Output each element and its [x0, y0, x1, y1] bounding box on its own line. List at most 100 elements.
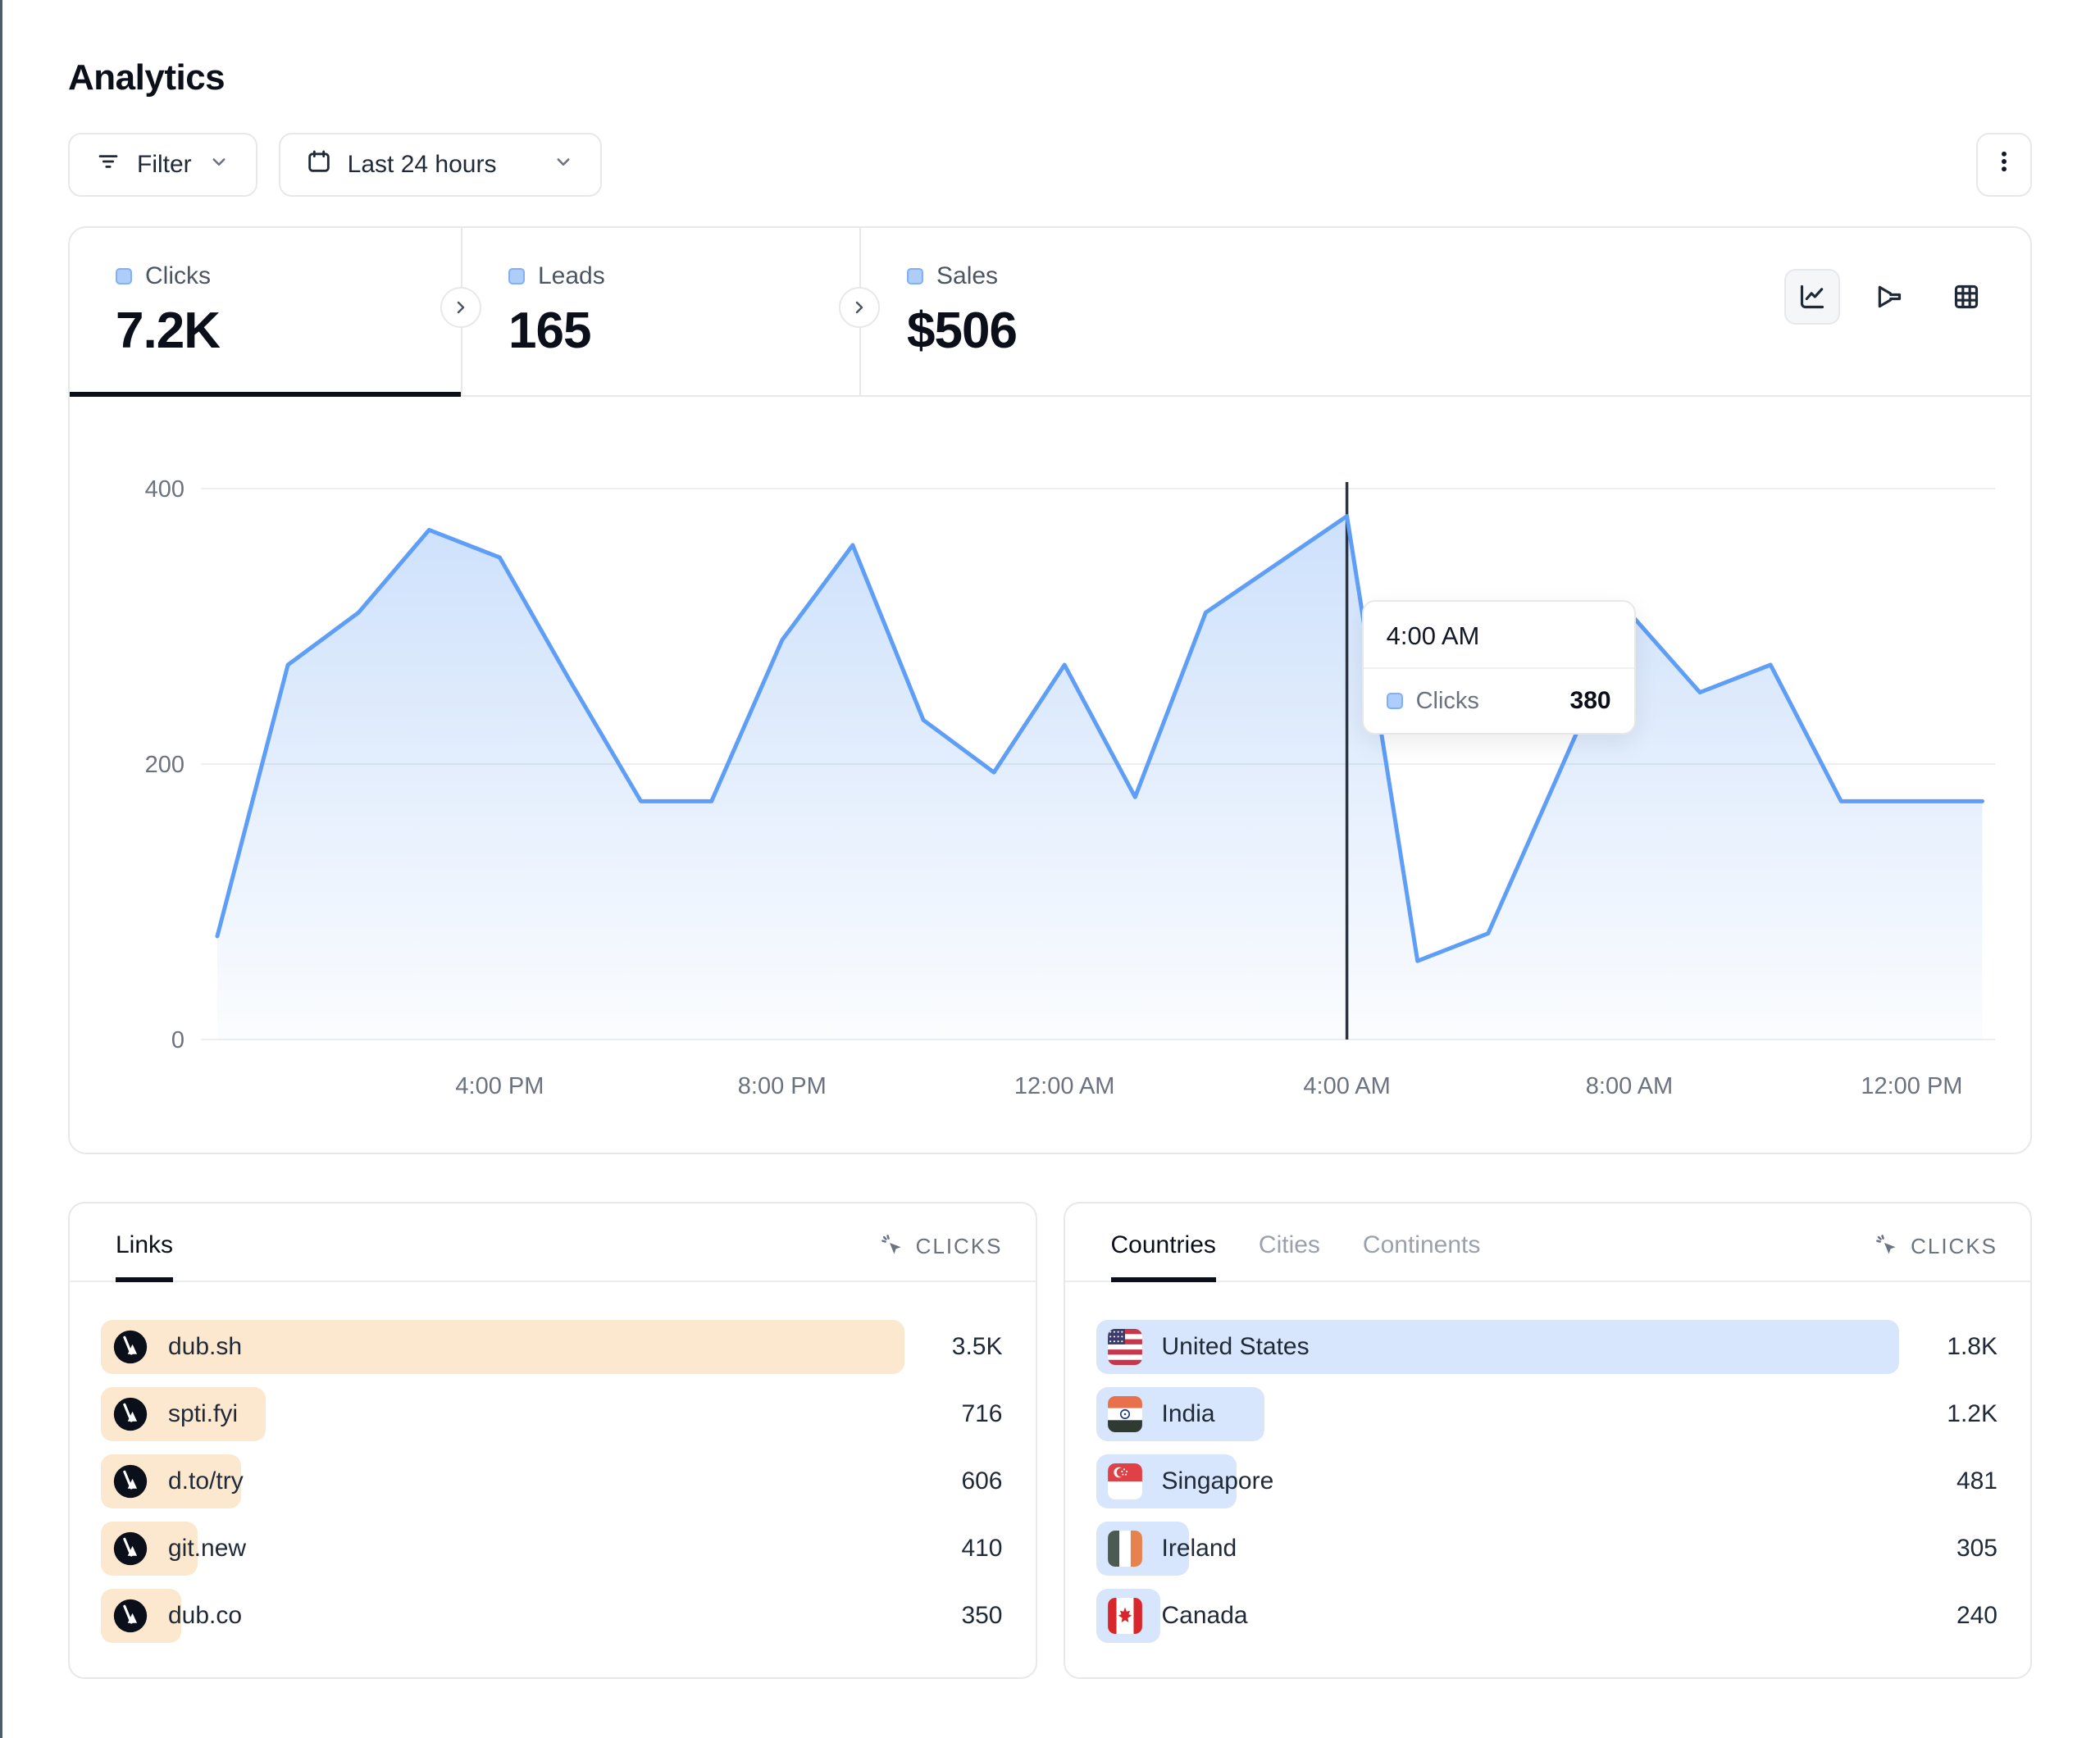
table-view-button[interactable] [1938, 269, 1994, 325]
country-clicks-value: 1.8K [1947, 1333, 1998, 1360]
leads-legend-swatch [508, 268, 525, 284]
tab-countries-countries[interactable]: Countries [1110, 1231, 1217, 1282]
line-chart-view-button[interactable] [1784, 269, 1840, 325]
window-edge [0, 0, 2, 1738]
links-tabs: Links [116, 1231, 174, 1282]
link-row[interactable]: d.to/try 606 [101, 1454, 1003, 1508]
flag-us-icon [1107, 1329, 1142, 1365]
tab-leads[interactable]: Leads 165 [462, 228, 880, 395]
x-axis-tick-label: 4:00 AM [1303, 1073, 1390, 1099]
countries-metric-label: CLICKS [1911, 1233, 1998, 1258]
grid-icon [1954, 284, 1979, 309]
bar-track: Singapore [1096, 1454, 1900, 1508]
leads-tab-label: Leads [538, 262, 605, 289]
dub-logo-icon [113, 1464, 148, 1499]
kebab-menu-icon [1990, 148, 2018, 182]
page-title: Analytics [68, 57, 225, 98]
x-axis-tick-label: 12:00 AM [1014, 1073, 1115, 1099]
row-content: Singapore [1107, 1454, 1274, 1508]
y-axis-tick-label: 0 [171, 1027, 184, 1053]
row-content: dub.sh [112, 1320, 242, 1374]
row-content: Canada [1107, 1589, 1248, 1643]
chart-tooltip: 4:00 AM Clicks 380 [1361, 600, 1636, 735]
link-row[interactable]: spti.fyi 716 [101, 1387, 1003, 1441]
more-options-button[interactable] [1976, 133, 2032, 197]
clicks-chart[interactable]: 0 200 400 4:00 PM 8:00 PM 12:00 AM 4:00 AM 8:00… [70, 397, 2030, 1153]
link-label: d.to/try [168, 1467, 244, 1495]
links-metric-label: CLICKS [915, 1233, 1003, 1258]
tab-clicks[interactable]: Clicks 7.2K [70, 228, 481, 397]
expand-leads-button[interactable] [839, 287, 880, 328]
sales-value: $506 [907, 303, 1018, 359]
tab-countries-cities[interactable]: Cities [1258, 1231, 1320, 1258]
area-chart-canvas[interactable]: 0 200 400 4:00 PM 8:00 PM 12:00 AM 4:00 AM 8:00… [93, 407, 2008, 1112]
links-metric-header[interactable]: CLICKS [880, 1233, 1003, 1259]
link-clicks-value: 350 [961, 1602, 1003, 1629]
bar-track: Canada [1096, 1589, 1900, 1643]
country-row[interactable]: Ireland 305 [1096, 1522, 1998, 1576]
links-list: dub.sh 3.5K spti.fyi 716 d.to/try 606 git.new 4… [70, 1282, 1036, 1643]
x-axis-tick-label: 12:00 PM [1861, 1073, 1962, 1099]
countries-tabs: Countries Cities Continents [1110, 1231, 1481, 1282]
tooltip-value: 380 [1569, 687, 1611, 714]
country-label: United States [1161, 1333, 1310, 1360]
link-row[interactable]: git.new 410 [101, 1522, 1003, 1576]
country-row[interactable]: United States 1.8K [1096, 1320, 1998, 1374]
link-row[interactable]: dub.co 350 [101, 1589, 1003, 1643]
filter-button[interactable]: Filter [68, 133, 257, 197]
cursor-click-icon [881, 1235, 901, 1254]
dub-logo-icon [113, 1397, 148, 1431]
tab-sales[interactable]: Sales $506 [861, 228, 2030, 395]
funnel-view-button[interactable] [1861, 269, 1917, 325]
bar-track: United States [1096, 1320, 1899, 1374]
date-range-button[interactable]: Last 24 hours [278, 133, 602, 197]
country-label: India [1161, 1400, 1215, 1427]
y-axis-tick-label: 200 [145, 752, 184, 778]
dub-logo-icon [113, 1330, 148, 1364]
bar-track: dub.sh [101, 1320, 904, 1374]
country-clicks-bar [1096, 1320, 1899, 1374]
leads-value: 165 [508, 303, 591, 359]
row-content: dub.co [112, 1589, 242, 1643]
bar-track: spti.fyi [101, 1387, 904, 1441]
link-label: spti.fyi [168, 1400, 239, 1427]
country-row[interactable]: Singapore 481 [1096, 1454, 1998, 1508]
chevron-right-icon [457, 301, 465, 314]
countries-card-header: Countries Cities Continents CLICKS [1064, 1203, 2030, 1282]
tooltip-series-label: Clicks [1415, 687, 1479, 714]
tooltip-legend-swatch [1386, 693, 1403, 709]
country-label: Canada [1161, 1602, 1248, 1629]
countries-metric-header[interactable]: CLICKS [1875, 1233, 1998, 1259]
stats-tabs: Clicks 7.2K Leads 165 [70, 228, 2030, 397]
dub-logo-icon [113, 1599, 148, 1633]
chevron-down-icon [207, 149, 231, 180]
country-label: Singapore [1161, 1467, 1274, 1495]
bar-track: git.new [101, 1522, 904, 1576]
bar-track: d.to/try [101, 1454, 904, 1508]
clicks-legend-swatch [116, 268, 132, 284]
row-content: spti.fyi [112, 1387, 238, 1441]
country-row[interactable]: India 1.2K [1096, 1387, 1998, 1441]
x-axis-tick-label: 8:00 AM [1586, 1073, 1673, 1099]
countries-list: United States 1.8K India 1.2K Singapore 481 Ir… [1065, 1282, 2031, 1643]
tab-countries-continents[interactable]: Continents [1362, 1231, 1481, 1258]
link-clicks-value: 716 [961, 1400, 1003, 1427]
link-row[interactable]: dub.sh 3.5K [101, 1320, 1003, 1374]
line-chart-icon [1800, 284, 1824, 309]
calendar-icon [305, 148, 333, 182]
flag-ie-icon [1107, 1531, 1142, 1567]
dub-logo-icon [113, 1531, 148, 1566]
sales-tab-label: Sales [936, 262, 999, 289]
bar-track: dub.co [101, 1589, 904, 1643]
link-clicks-value: 606 [961, 1467, 1003, 1495]
breakdown-cards: Links CLICKS dub.sh 3.5K spti.fyi 716 d.to/t… [68, 1202, 2032, 1679]
countries-card: Countries Cities Continents CLICKS United … [1063, 1202, 2032, 1679]
country-clicks-value: 240 [1956, 1602, 1998, 1629]
country-clicks-value: 305 [1956, 1535, 1998, 1562]
country-label: Ireland [1161, 1535, 1237, 1562]
country-row[interactable]: Canada 240 [1096, 1589, 1998, 1643]
expand-clicks-button[interactable] [440, 287, 481, 328]
tab-links-links[interactable]: Links [116, 1231, 174, 1282]
row-content: git.new [112, 1522, 246, 1576]
x-axis-tick-label: 8:00 PM [738, 1073, 827, 1099]
